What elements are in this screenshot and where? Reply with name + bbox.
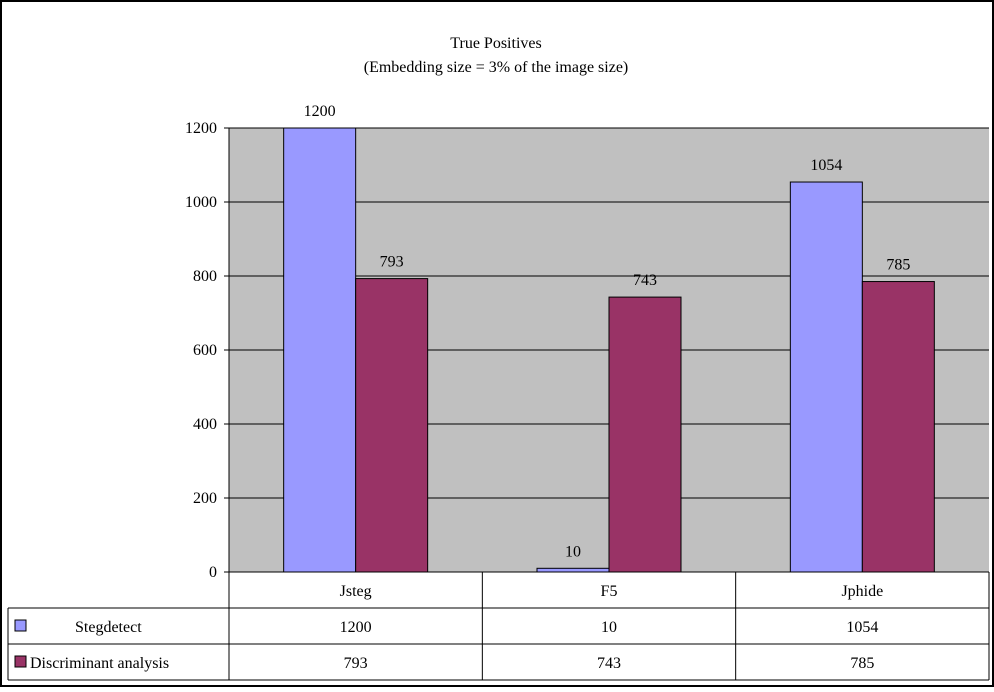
data-label: 743	[633, 272, 657, 289]
y-tick-label: 200	[193, 490, 217, 507]
y-tick-label: 800	[193, 268, 217, 285]
table-cell-value: 1200	[340, 619, 372, 636]
data-table: Jsteg F5 Jphide Stegdetect 1200 10 1054 Discrim…	[7, 572, 990, 681]
bar-stegdetect-jphide	[789, 181, 863, 573]
plot-area: 0 200 400 600 800 1000 1200 1200 793 10 743 1054 785	[185, 103, 989, 581]
y-tick-label: 1000	[185, 194, 217, 211]
y-tick-label: 400	[193, 416, 217, 433]
legend-series-name: Discriminant analysis	[30, 655, 169, 672]
data-label: 793	[380, 254, 404, 271]
legend-series-name: Stegdetect	[75, 619, 142, 636]
bar-stegdetect-jsteg	[283, 127, 357, 573]
data-label: 785	[886, 257, 910, 274]
table-cell-value: 793	[344, 655, 368, 672]
bar-discriminant-analysis-jsteg	[355, 278, 429, 573]
data-label: 1054	[810, 157, 842, 174]
y-tick-label: 0	[209, 564, 217, 581]
data-label: 1200	[304, 103, 336, 120]
x-tick-label: F5	[601, 583, 618, 600]
chart-title: True Positives	[450, 35, 541, 52]
bar-discriminant-analysis-jphide	[861, 281, 935, 573]
legend-swatch	[14, 655, 27, 668]
x-tick-label: Jsteg	[340, 583, 372, 600]
legend-swatch	[14, 619, 27, 632]
bar-stegdetect-f5	[536, 567, 610, 573]
chart-subtitle: (Embedding size = 3% of the image size)	[364, 59, 629, 76]
y-tick-label: 600	[193, 342, 217, 359]
table-cell-value: 1054	[846, 619, 878, 636]
y-tick-label: 1200	[185, 120, 217, 137]
data-label: 10	[565, 543, 581, 560]
bar-discriminant-analysis-f5	[608, 296, 682, 573]
table-cell-value: 743	[597, 655, 621, 672]
x-tick-label: Jphide	[841, 583, 883, 600]
table-cell-value: 10	[601, 619, 617, 636]
table-cell-value: 785	[850, 655, 874, 672]
